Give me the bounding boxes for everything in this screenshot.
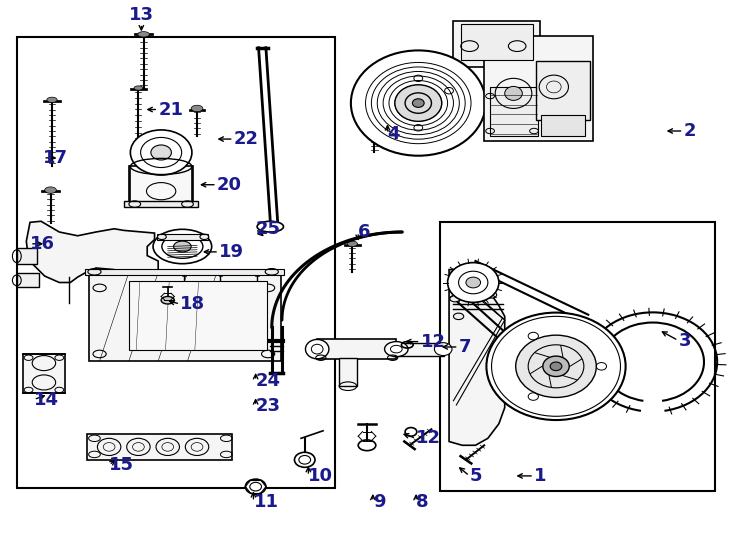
- Ellipse shape: [505, 86, 523, 100]
- Bar: [317, 339, 396, 359]
- Ellipse shape: [131, 130, 192, 175]
- Bar: [17, 273, 39, 287]
- Text: 5: 5: [470, 467, 482, 485]
- Text: 1: 1: [534, 467, 547, 485]
- Ellipse shape: [245, 479, 266, 494]
- Ellipse shape: [487, 313, 625, 420]
- Bar: [129, 281, 266, 350]
- Text: 25: 25: [255, 220, 280, 238]
- Bar: [490, 87, 538, 137]
- Text: 13: 13: [129, 5, 154, 24]
- Ellipse shape: [516, 335, 596, 397]
- Text: 21: 21: [159, 100, 184, 118]
- Ellipse shape: [47, 97, 57, 103]
- Text: 17: 17: [43, 149, 68, 167]
- Text: 2: 2: [683, 122, 696, 140]
- Bar: [461, 24, 533, 60]
- Text: 18: 18: [180, 295, 206, 313]
- Ellipse shape: [191, 105, 203, 112]
- Bar: [440, 222, 715, 491]
- Text: 12: 12: [421, 333, 446, 350]
- Ellipse shape: [358, 440, 376, 451]
- Bar: [89, 272, 280, 361]
- Bar: [536, 61, 590, 120]
- Bar: [17, 248, 37, 264]
- Ellipse shape: [395, 85, 442, 122]
- Text: 11: 11: [253, 492, 278, 511]
- Text: 7: 7: [459, 338, 471, 356]
- Text: 3: 3: [678, 332, 691, 349]
- Bar: [396, 343, 444, 355]
- Bar: [454, 21, 540, 66]
- Ellipse shape: [45, 187, 57, 193]
- Bar: [339, 358, 357, 386]
- Ellipse shape: [161, 296, 174, 304]
- Ellipse shape: [173, 241, 191, 252]
- Ellipse shape: [385, 342, 408, 356]
- Text: 24: 24: [255, 372, 280, 390]
- Bar: [129, 166, 193, 205]
- Bar: [157, 234, 208, 240]
- Bar: [87, 434, 232, 460]
- Ellipse shape: [294, 453, 315, 467]
- Ellipse shape: [543, 356, 569, 376]
- Ellipse shape: [368, 106, 380, 113]
- Ellipse shape: [134, 86, 143, 90]
- Ellipse shape: [151, 145, 172, 160]
- Polygon shape: [449, 269, 505, 445]
- Ellipse shape: [448, 262, 499, 302]
- Text: 19: 19: [219, 243, 244, 261]
- Text: 20: 20: [217, 176, 241, 194]
- Ellipse shape: [347, 241, 357, 246]
- Ellipse shape: [305, 340, 329, 359]
- Ellipse shape: [138, 32, 150, 37]
- Bar: [124, 201, 198, 207]
- Ellipse shape: [435, 343, 452, 355]
- Ellipse shape: [550, 362, 562, 370]
- Bar: [85, 268, 284, 275]
- Text: 9: 9: [373, 492, 385, 511]
- Text: 14: 14: [34, 390, 59, 409]
- Text: 6: 6: [358, 223, 371, 241]
- Ellipse shape: [257, 221, 283, 232]
- Ellipse shape: [454, 313, 464, 320]
- Ellipse shape: [351, 50, 486, 156]
- Text: 15: 15: [109, 456, 134, 474]
- Ellipse shape: [450, 295, 460, 302]
- Bar: [23, 354, 65, 393]
- Text: 10: 10: [308, 467, 333, 485]
- Text: 8: 8: [416, 492, 429, 511]
- Ellipse shape: [153, 230, 211, 264]
- Ellipse shape: [413, 99, 424, 107]
- Ellipse shape: [466, 277, 481, 288]
- Text: 23: 23: [255, 397, 280, 415]
- Text: 12: 12: [416, 429, 441, 447]
- Bar: [17, 37, 335, 488]
- Ellipse shape: [487, 292, 497, 298]
- Text: 16: 16: [30, 235, 55, 253]
- Text: 4: 4: [388, 125, 400, 143]
- Bar: [542, 115, 585, 137]
- Bar: [484, 36, 592, 141]
- Text: 22: 22: [233, 130, 258, 148]
- Polygon shape: [26, 221, 159, 282]
